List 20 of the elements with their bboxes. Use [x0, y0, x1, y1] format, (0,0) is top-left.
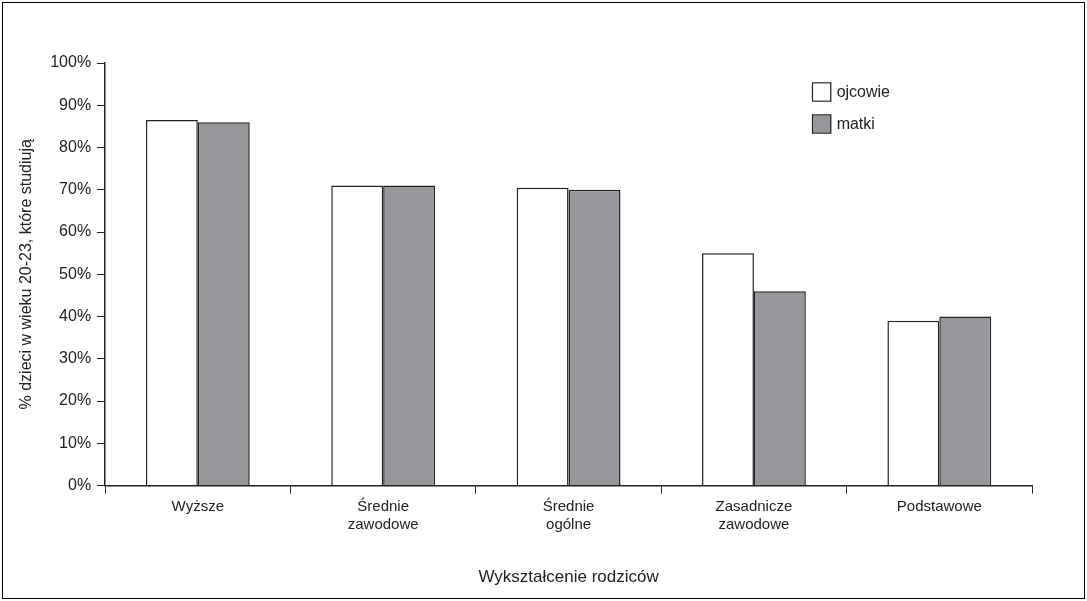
x-tick-label: Średnie ogólne [542, 496, 595, 532]
y-tick-label: 60% [59, 222, 92, 240]
y-tick-label: 80% [59, 137, 92, 155]
y-tick-label: 70% [59, 180, 92, 198]
y-tick-label: 40% [59, 306, 92, 324]
y-axis-title: % dzieci w wieku 20-23, które studiują [17, 139, 35, 410]
y-tick-label: 50% [59, 264, 92, 282]
y-tick-label: 100% [50, 53, 92, 71]
x-axis-title: Wykształcenie rodziców [478, 567, 660, 587]
x-tick-label: Wyższe [171, 496, 224, 514]
y-tick-label: 20% [59, 391, 92, 409]
y-tick-label: 90% [59, 95, 92, 113]
y-tick-label: 10% [59, 433, 92, 451]
x-tick-label: Zasadnicze zawodowe [715, 496, 793, 532]
x-tick-label: Podstawowe [896, 496, 982, 514]
y-tick-label: 30% [59, 349, 92, 367]
x-tick-label: Średnie zawodowe [347, 496, 419, 532]
legend-label: matki [836, 115, 875, 133]
y-tick-label: 0% [68, 476, 92, 494]
legend-label: ojcowie [836, 83, 891, 101]
